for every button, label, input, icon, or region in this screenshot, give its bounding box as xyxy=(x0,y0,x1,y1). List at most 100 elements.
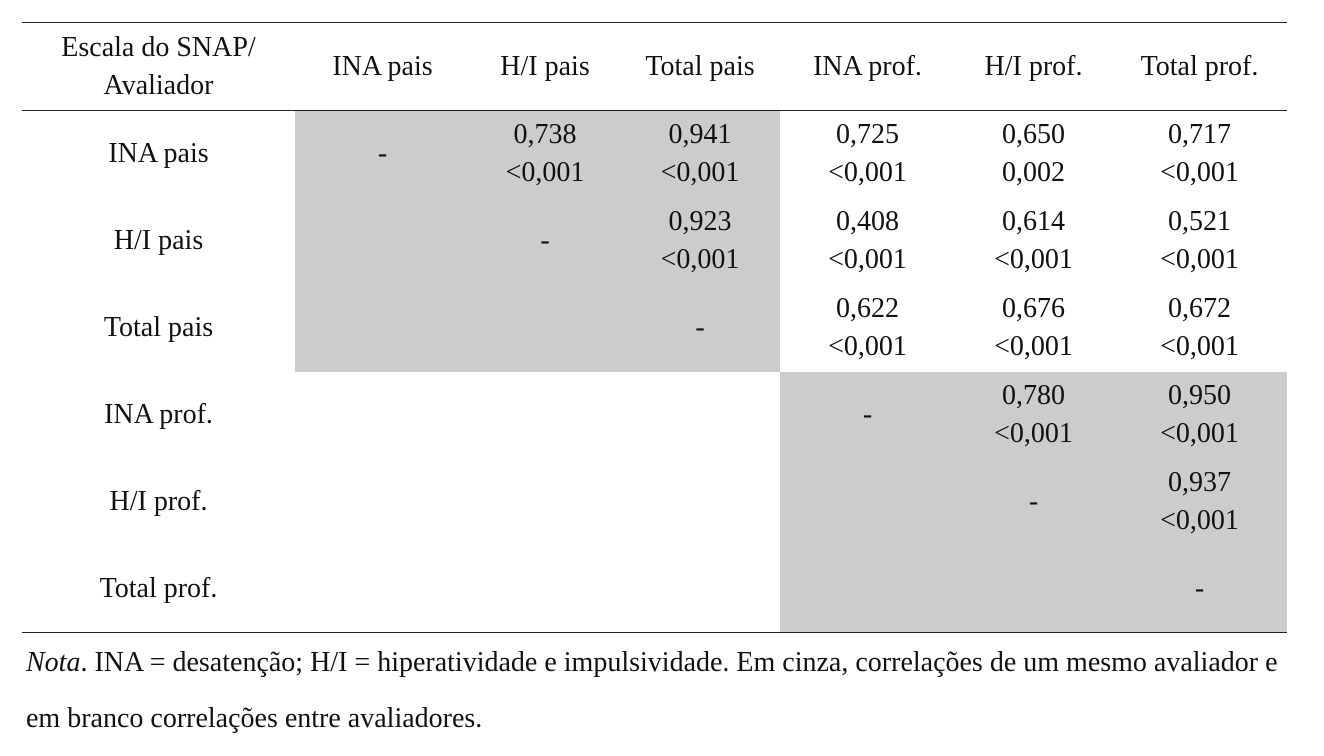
header-cell: Total prof. xyxy=(1140,50,1259,82)
cell-text: - xyxy=(1028,486,1039,517)
correlation: 0,672 xyxy=(1168,293,1231,324)
table-cell: - xyxy=(780,371,955,459)
table-cell: - xyxy=(1112,545,1287,633)
table-cell xyxy=(620,372,780,459)
correlation: 0,408 xyxy=(836,206,899,237)
table-wrap: Escala do SNAP/ Avaliador INA pais H/I pai… xyxy=(22,22,1287,633)
correlation: 0,521 xyxy=(1168,206,1231,237)
table-cell xyxy=(620,459,780,546)
table-cell: 0,738 <0,001 xyxy=(470,110,620,198)
table-row: Total prof. - xyxy=(22,545,1287,633)
table-cell xyxy=(295,197,470,285)
p-value: <0,001 xyxy=(660,244,740,275)
correlation: 0,780 xyxy=(1002,380,1065,411)
table-cell xyxy=(470,459,620,546)
p-value: <0,001 xyxy=(1160,157,1239,189)
correlation: 0,923 xyxy=(668,206,732,237)
correlation: 0,937 xyxy=(1168,467,1231,498)
p-value: <0,001 xyxy=(660,157,740,189)
header-row: Escala do SNAP/ Avaliador INA pais H/I pai… xyxy=(22,22,1287,111)
correlation: 0,650 xyxy=(1002,119,1065,151)
p-value: <0,001 xyxy=(1160,244,1239,275)
table-cell xyxy=(780,545,955,633)
header-cell: Escala do SNAP/ Avaliador xyxy=(61,31,256,101)
table-cell xyxy=(470,546,620,633)
p-value: <0,001 xyxy=(828,244,907,275)
table-cell: 0,408 <0,001 xyxy=(780,198,955,285)
table-cell: 0,650 0,002 xyxy=(955,111,1112,198)
header-cell: H/I pais xyxy=(500,50,590,82)
correlation-table: Escala do SNAP/ Avaliador INA pais H/I pai… xyxy=(22,22,1287,633)
correlation: 0,676 xyxy=(1002,293,1065,324)
p-value: <0,001 xyxy=(994,244,1073,275)
row-label: INA prof. xyxy=(104,399,213,430)
p-value: <0,001 xyxy=(1160,418,1239,449)
table-cell: 0,923 <0,001 xyxy=(620,197,780,285)
row-label: Total pais xyxy=(103,312,214,343)
table-row: H/I pais - 0,923 <0,001 0,408 <0,001 0,614 <0,0… xyxy=(22,197,1287,285)
table-row: INA prof. - 0,780 <0,001 0,950 <0,001 xyxy=(22,371,1287,459)
note-text: . INA = desatenção; H/I = hiperatividade… xyxy=(26,647,1278,734)
table-row: Total pais - 0,622 <0,001 0,676 <0,001 0,672 <0… xyxy=(22,284,1287,372)
table-cell xyxy=(295,284,470,372)
cell-text: - xyxy=(1194,572,1205,604)
p-value: <0,001 xyxy=(1160,505,1239,536)
table-head: Escala do SNAP/ Avaliador INA pais H/I pai… xyxy=(22,22,1287,111)
p-value: 0,002 xyxy=(1002,157,1065,189)
correlation: 0,725 xyxy=(836,119,899,151)
correlation: 0,941 xyxy=(668,119,732,151)
table-cell: 0,672 <0,001 xyxy=(1112,285,1287,372)
table-cell: 0,937 <0,001 xyxy=(1112,458,1287,546)
table-cell: 0,622 <0,001 xyxy=(780,285,955,372)
p-value: <0,001 xyxy=(1160,331,1239,362)
table-cell xyxy=(470,372,620,459)
p-value: <0,001 xyxy=(994,418,1073,449)
table-cell xyxy=(295,459,470,546)
table-cell: 0,950 <0,001 xyxy=(1112,371,1287,459)
table-cell xyxy=(780,458,955,546)
table-cell xyxy=(470,284,620,372)
cell-text: - xyxy=(377,138,388,170)
p-value: <0,001 xyxy=(505,157,585,189)
table-cell: 0,941 <0,001 xyxy=(620,110,780,198)
table-cell: 0,676 <0,001 xyxy=(955,285,1112,372)
header-cell: Total pais xyxy=(645,50,755,82)
table-cell xyxy=(955,545,1112,633)
row-label: Total prof. xyxy=(99,572,218,604)
table-body: INA pais - 0,738 <0,001 0,941 <0,001 0,725 <0,0… xyxy=(22,110,1287,633)
table-cell: - xyxy=(295,110,470,198)
table-cell: 0,725 <0,001 xyxy=(780,111,955,198)
row-label: INA pais xyxy=(108,138,209,170)
header-cell: INA prof. xyxy=(813,50,922,82)
table-row: INA pais - 0,738 <0,001 0,941 <0,001 0,725 <0,0… xyxy=(22,110,1287,198)
table-cell xyxy=(295,372,470,459)
table-cell xyxy=(620,546,780,633)
table-cell: 0,614 <0,001 xyxy=(955,198,1112,285)
header-cell: INA pais xyxy=(332,50,433,82)
correlation: 0,950 xyxy=(1168,380,1231,411)
p-value: <0,001 xyxy=(828,331,907,362)
table-cell: 0,521 <0,001 xyxy=(1112,198,1287,285)
cell-text: - xyxy=(862,399,873,430)
table-cell xyxy=(295,546,470,633)
table-cell: - xyxy=(470,197,620,285)
p-value: <0,001 xyxy=(994,331,1073,362)
table-cell: 0,780 <0,001 xyxy=(955,371,1112,459)
table-cell: 0,717 <0,001 xyxy=(1112,111,1287,198)
row-label: H/I prof. xyxy=(109,486,208,517)
correlation: 0,738 xyxy=(513,119,577,151)
p-value: <0,001 xyxy=(828,157,907,189)
cell-text: - xyxy=(540,225,550,256)
cell-text: - xyxy=(695,312,705,343)
table-cell: - xyxy=(620,284,780,372)
correlation: 0,614 xyxy=(1002,206,1065,237)
correlation: 0,717 xyxy=(1168,119,1231,151)
note: Nota. INA = desatenção; H/I = hiperativi… xyxy=(26,635,1296,747)
correlation: 0,622 xyxy=(836,293,899,324)
row-label: H/I pais xyxy=(113,225,204,256)
note-label: Nota xyxy=(26,647,81,678)
table-cell: - xyxy=(955,458,1112,546)
header-cell: H/I prof. xyxy=(984,50,1083,82)
table-row: H/I prof. - 0,937 <0,001 xyxy=(22,458,1287,546)
